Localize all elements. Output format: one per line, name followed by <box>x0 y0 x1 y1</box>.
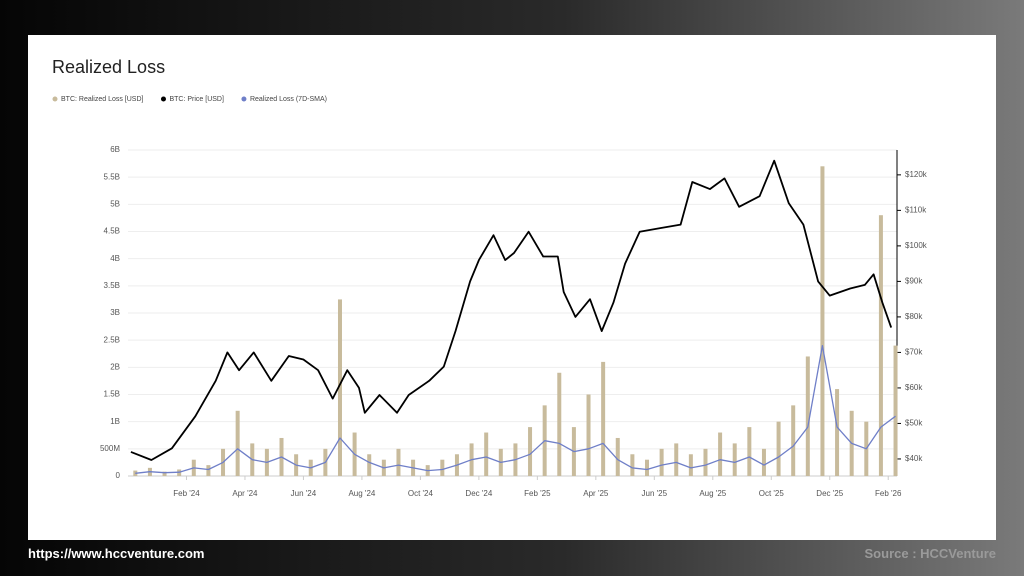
bar <box>893 345 898 476</box>
bar <box>805 356 810 476</box>
bar <box>615 437 620 476</box>
y-tick-label: 2B <box>110 362 120 371</box>
bar <box>659 448 664 476</box>
y-tick-label: 500M <box>100 444 120 453</box>
footer-source: Source : HCCVenture <box>864 546 996 561</box>
y-tick-label: 4.5B <box>104 227 120 236</box>
legend-label: BTC: Price [USD] <box>169 96 224 103</box>
x-tick-label: Oct '24 <box>408 489 434 498</box>
bar <box>703 448 708 476</box>
bar <box>820 166 825 477</box>
bar <box>367 454 372 476</box>
legend-label: Realized Loss (7D-SMA) <box>250 96 327 103</box>
y2-tick-label: $70k <box>905 348 923 357</box>
chart-card: Realized Loss BTC: Realized Loss [USD] BT… <box>28 35 996 540</box>
bar <box>206 465 211 476</box>
bar <box>484 432 489 476</box>
bar <box>674 443 679 476</box>
line <box>135 344 896 474</box>
x-tick-label: Dec '25 <box>816 489 843 498</box>
y-tick-label: 3.5B <box>104 281 120 290</box>
bar <box>528 427 533 476</box>
chart: Realized Loss BTC: Realized Loss [USD] BT… <box>52 57 928 498</box>
x-tick-label: Apr '25 <box>583 489 609 498</box>
legend-marker <box>52 96 58 102</box>
bar <box>718 432 723 476</box>
bar <box>732 443 737 476</box>
bar <box>440 459 445 476</box>
y2-tick-label: $50k <box>905 419 923 428</box>
bar <box>396 448 401 476</box>
x-tick-label: Aug '24 <box>348 489 375 498</box>
y-tick-label: 5B <box>110 199 120 208</box>
bar <box>337 299 342 476</box>
bar <box>776 421 781 476</box>
bar <box>601 361 606 476</box>
y-tick-label: 6B <box>110 145 120 154</box>
bar <box>162 471 167 476</box>
y2-tick-label: $40k <box>905 454 923 463</box>
bar <box>747 427 752 476</box>
y-tick-label: 5.5B <box>104 172 120 181</box>
x-tick-label: Aug '25 <box>699 489 726 498</box>
bar <box>645 459 650 476</box>
legend-marker <box>241 96 247 102</box>
line <box>130 159 893 461</box>
legend-marker <box>160 96 166 102</box>
footer-url: https://www.hccventure.com <box>28 546 205 561</box>
bar <box>835 389 840 476</box>
y-tick-label: 4B <box>110 254 120 263</box>
y2-tick-label: $110k <box>905 205 927 214</box>
bar <box>557 372 562 476</box>
x-tick-label: Jun '25 <box>642 489 668 498</box>
bar <box>235 410 240 476</box>
y2-tick-label: $90k <box>905 277 923 286</box>
bar <box>761 448 766 476</box>
bar <box>586 394 591 476</box>
bar <box>630 454 635 476</box>
x-tick-label: Feb '25 <box>524 489 551 498</box>
y-tick-label: 2.5B <box>104 335 120 344</box>
bar <box>688 454 693 476</box>
x-tick-label: Jun '24 <box>291 489 317 498</box>
y2-tick-label: $100k <box>905 241 928 250</box>
y-tick-label: 1.5B <box>104 390 120 399</box>
y2-tick-label: $120k <box>905 170 928 179</box>
y-tick-label: 1B <box>110 417 120 426</box>
y-tick-label: 3B <box>110 308 120 317</box>
x-tick-label: Oct '25 <box>759 489 785 498</box>
x-tick-label: Dec '24 <box>465 489 492 498</box>
x-tick-label: Feb '26 <box>875 489 902 498</box>
y-tick-label: 0 <box>116 471 121 480</box>
x-tick-label: Feb '24 <box>173 489 200 498</box>
y2-tick-label: $60k <box>905 383 923 392</box>
legend-label: BTC: Realized Loss [USD] <box>61 96 144 103</box>
bar <box>791 405 796 476</box>
y2-tick-label: $80k <box>905 312 923 321</box>
chart-title: Realized Loss <box>52 57 165 77</box>
x-tick-label: Apr '24 <box>232 489 258 498</box>
bar <box>878 215 883 476</box>
